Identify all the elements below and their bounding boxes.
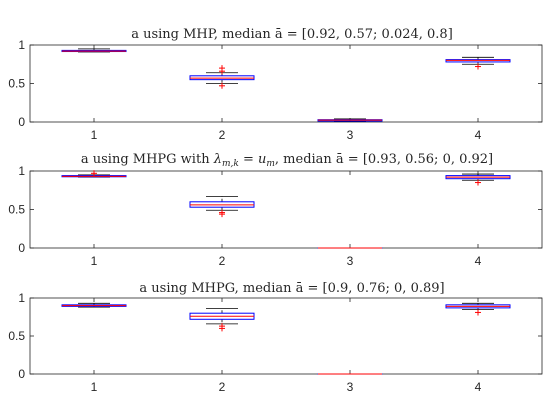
subplot-2-title-lambda: λ: [213, 152, 222, 167]
subplot-1-axes-frame: [29, 44, 543, 123]
subplot-1-xtick-label: 3: [347, 128, 354, 142]
subplot-1-xtick-label: 4: [475, 128, 482, 142]
subplot-2-xtick-label: 2: [219, 254, 226, 268]
subplot-3-box-2: [189, 308, 255, 332]
subplot-2-title-u-sub: m: [266, 159, 275, 169]
subplot-1-ytick-label: 0.5: [8, 77, 25, 91]
subplot-2-title: a using MHPG with λm,k = um, median ā = …: [81, 152, 493, 169]
subplot-2-title-post: , median ā = [0.93, 0.56; 0, 0.92]: [275, 152, 493, 167]
subplot-2-box-1: [61, 170, 127, 178]
subplot-2-axes-frame: [29, 170, 543, 249]
subplot-2-xtick-label: 3: [347, 254, 354, 268]
subplot-2-box-2-outlier: [219, 209, 225, 216]
subplot-1-box-1: [61, 48, 127, 53]
subplot-3-box-1: [61, 302, 127, 308]
subplot-2-title-lambda-sub: m,k: [222, 159, 239, 169]
subplot-1-ytick-label: 1: [18, 38, 25, 52]
subplot-2-title-pre: a using MHPG with: [81, 152, 214, 167]
subplot-3-xtick-label: 4: [475, 380, 482, 394]
subplot-3-xtick-label: 2: [219, 380, 226, 394]
subplot-1-ytick-label: 0: [18, 115, 25, 129]
subplot-3-box-2-outlier: [219, 323, 225, 330]
subplot-1-box-2-outlier: [219, 82, 225, 89]
subplot-1-xtick-label: 2: [219, 128, 226, 142]
subplot-2-title-u: u: [258, 152, 266, 167]
subplot-3-ytick-label: 0.5: [8, 329, 25, 343]
subplot-3-xtick-label: 3: [347, 380, 354, 394]
subplot-2-xtick-label: 4: [475, 254, 482, 268]
subplot-2-box-4: [445, 173, 511, 186]
subplot-1: a using MHP, median ā = [0.92, 0.57; 0.0…: [8, 27, 543, 142]
subplot-1-xtick-label: 1: [91, 128, 98, 142]
subplot-3: a using MHPG, median ā = [0.9, 0.76; 0, …: [8, 281, 543, 394]
subplot-2-title-eq: =: [239, 152, 258, 167]
subplot-2-ytick-label: 0: [18, 241, 25, 255]
subplot-2-box-2: [189, 196, 255, 218]
subplot-2: a using MHPG with λm,k = um, median ā = …: [8, 152, 543, 268]
subplot-3-ytick-label: 0: [18, 367, 25, 381]
subplot-3-title: a using MHPG, median ā = [0.9, 0.76; 0, …: [139, 281, 444, 296]
subplot-2-ytick-label: 1: [18, 164, 25, 178]
subplot-3-xtick-label: 1: [91, 380, 98, 394]
subplot-1-box-4-outlier: [475, 63, 481, 70]
subplot-1-box-3: [317, 118, 383, 123]
subplot-1-box-4: [445, 56, 511, 70]
subplot-2-box-1-outlier: [91, 170, 97, 177]
subplot-3-box-4-outlier: [475, 309, 481, 316]
subplot-3-ytick-label: 1: [18, 291, 25, 305]
subplot-1-box-2: [189, 65, 255, 89]
subplot-2-xtick-label: 1: [91, 254, 98, 268]
subplot-3-box-4: [445, 302, 511, 316]
subplot-2-box-4-outlier: [475, 179, 481, 186]
subplot-2-ytick-label: 0.5: [8, 203, 25, 217]
subplot-1-box-2-outlier: [219, 65, 225, 72]
subplot-1-title: a using MHP, median ā = [0.92, 0.57; 0.0…: [131, 27, 453, 42]
